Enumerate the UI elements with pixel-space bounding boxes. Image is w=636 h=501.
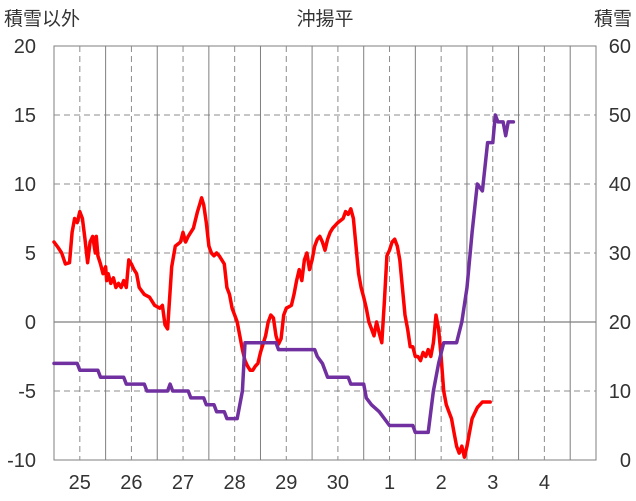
left-y-tick-label: 10 (14, 174, 36, 196)
x-tick-label: 26 (120, 472, 142, 494)
chart-title: 沖揚平 (296, 8, 353, 30)
snow-depth-line (52, 113, 516, 435)
left-axis-label: 積雪以外 (4, 8, 80, 30)
x-tick-label: 2 (436, 472, 447, 494)
right-y-tick-label: 20 (609, 312, 631, 334)
x-tick-label: 3 (487, 472, 498, 494)
x-tick-label: 30 (327, 472, 349, 494)
right-y-tick-label: 40 (609, 174, 631, 196)
x-tick-label: 4 (539, 472, 550, 494)
left-y-tick-label: -10 (7, 450, 36, 472)
axis-labels: -10 -5 0 5 10 15 20 0 10 20 30 40 50 60 25 26 27 28 29 30 1 2… (7, 36, 631, 494)
right-y-tick-label: 10 (609, 381, 631, 403)
left-y-tick-label: 15 (14, 105, 36, 127)
left-y-tick-label: 0 (25, 312, 36, 334)
right-y-tick-label: 30 (609, 243, 631, 265)
temperature-line (52, 196, 492, 459)
left-y-tick-label: 20 (14, 36, 36, 58)
right-axis-label: 積雪 (594, 8, 632, 30)
x-tick-label: 29 (275, 472, 297, 494)
left-y-tick-label: 5 (25, 243, 36, 265)
right-y-tick-label: 0 (620, 450, 631, 472)
right-y-tick-label: 50 (609, 105, 631, 127)
series-lines (52, 113, 516, 459)
x-tick-label: 1 (384, 472, 395, 494)
right-y-tick-label: 60 (609, 36, 631, 58)
x-tick-label: 25 (69, 472, 91, 494)
x-tick-label: 27 (172, 472, 194, 494)
left-y-tick-label: -5 (18, 381, 36, 403)
x-tick-label: 28 (224, 472, 246, 494)
